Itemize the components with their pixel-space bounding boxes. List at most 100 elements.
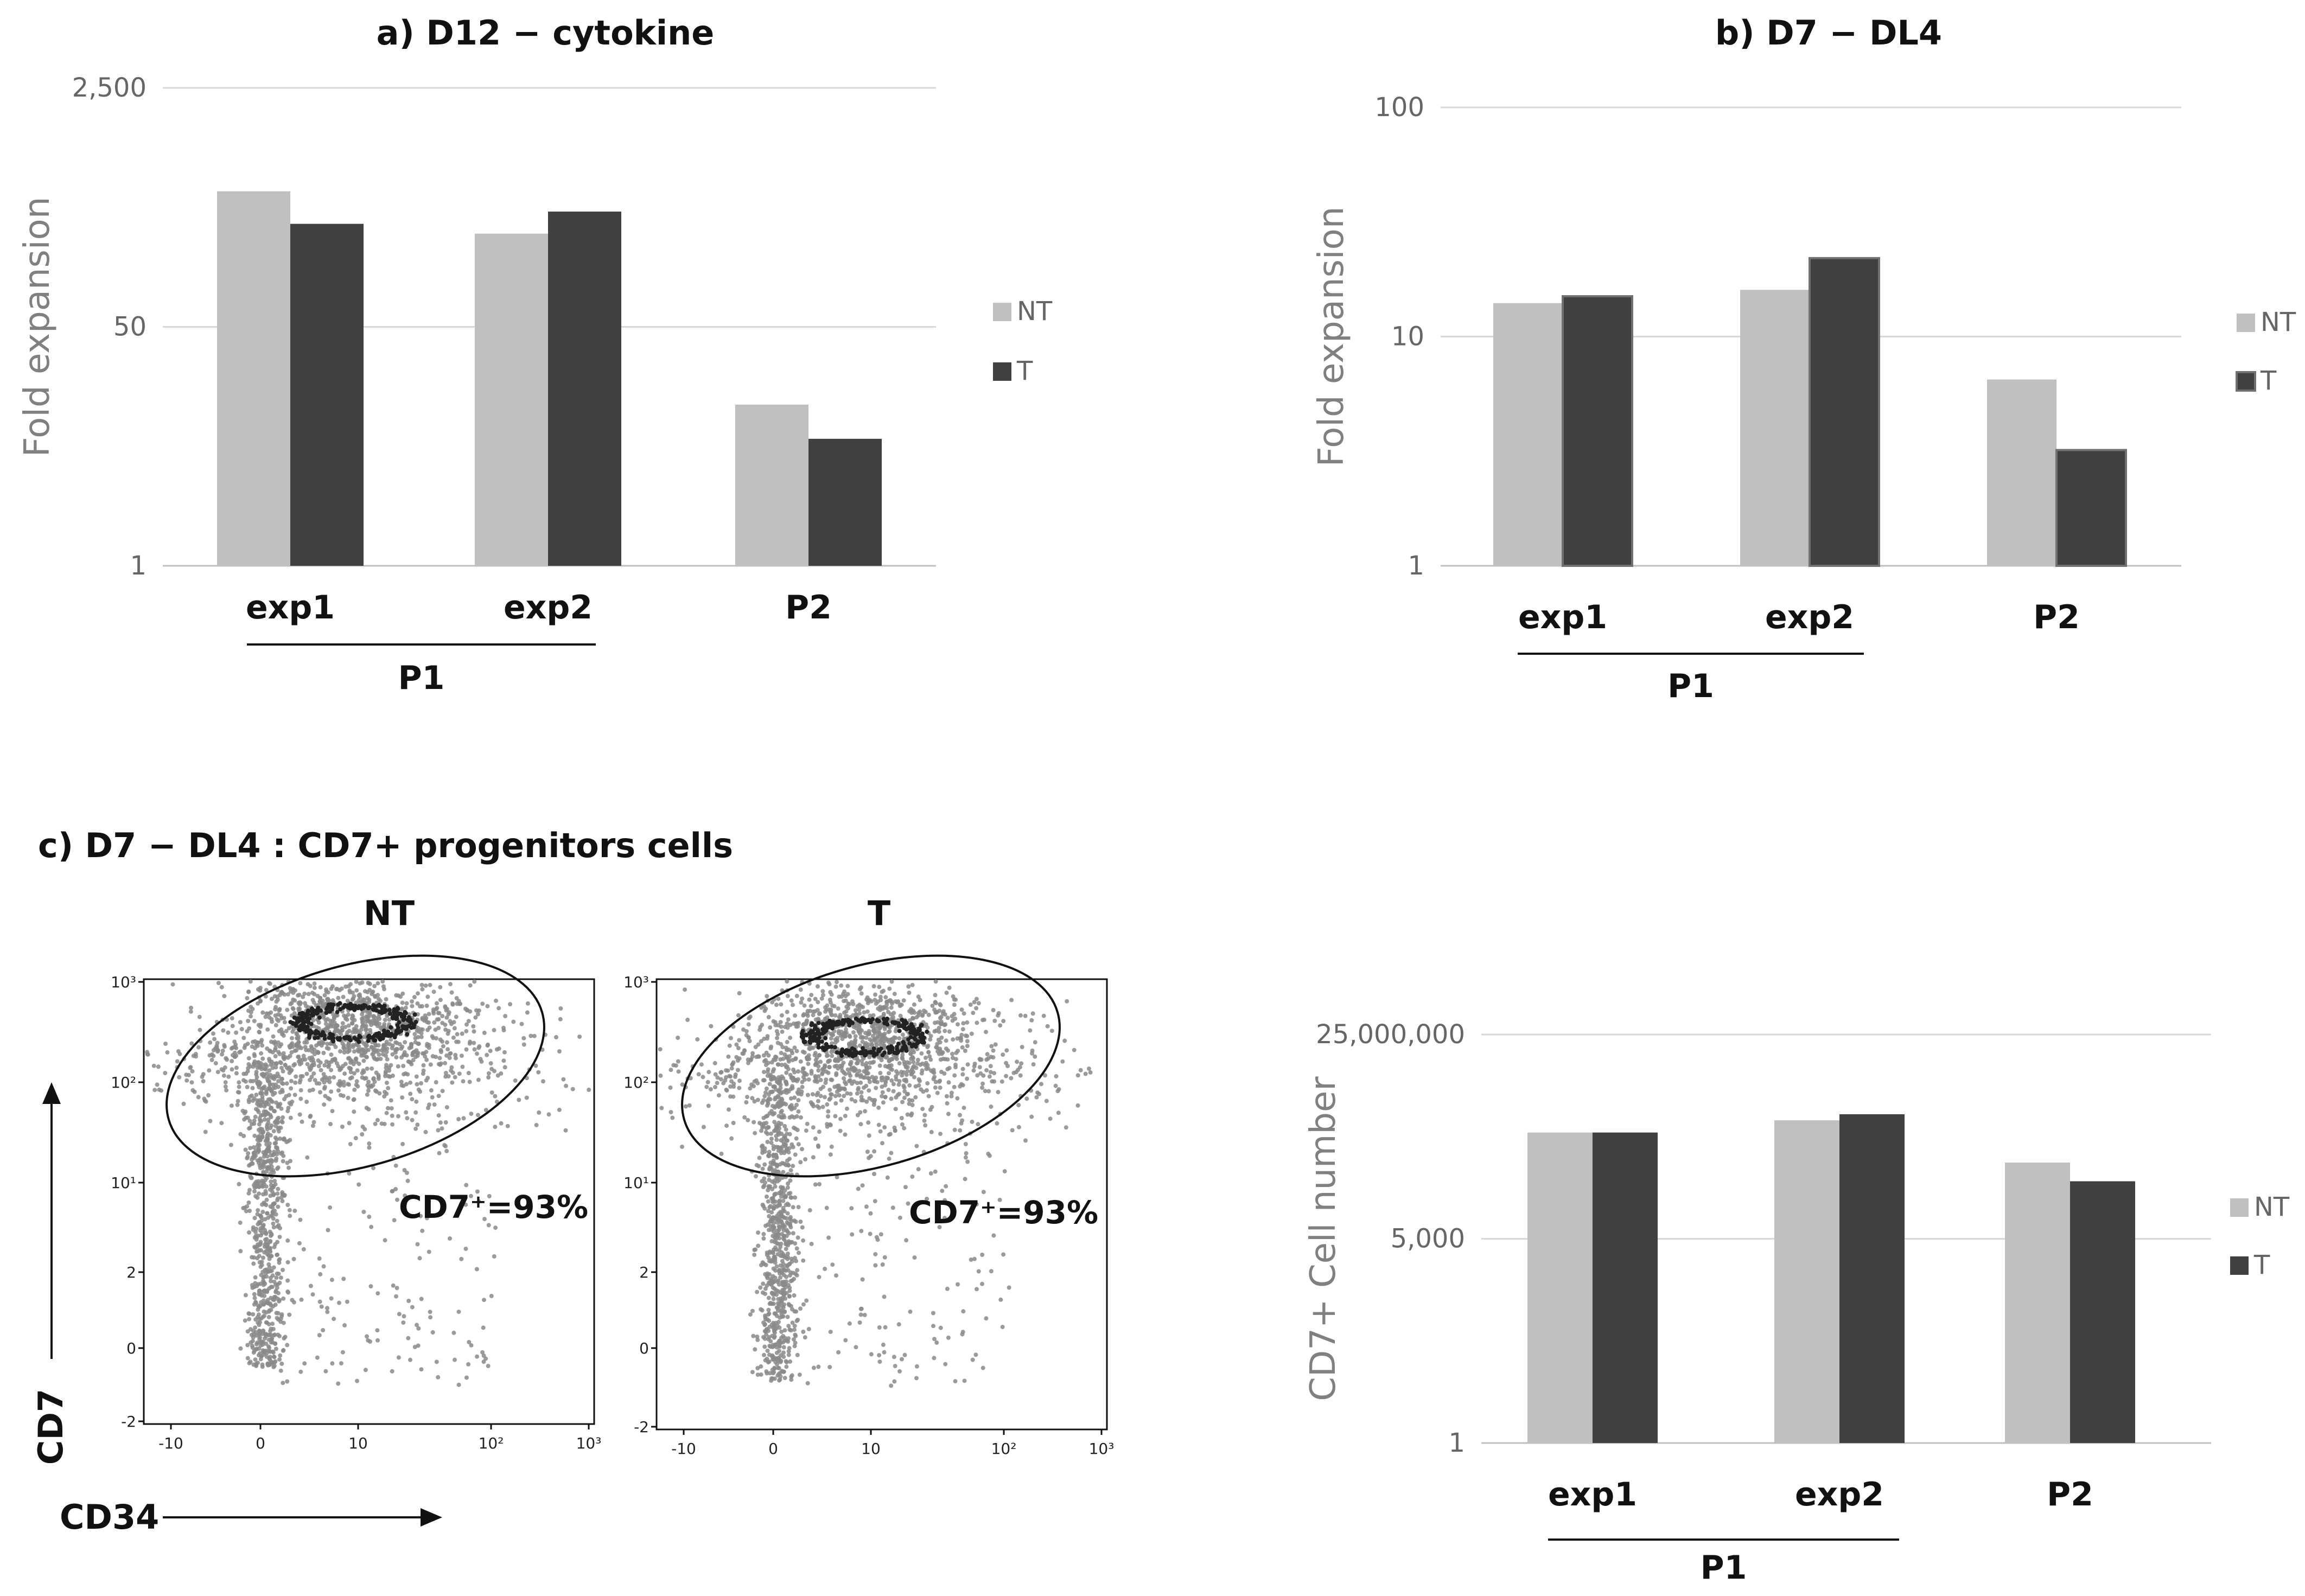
- flow-event-dot: [843, 1338, 848, 1343]
- flow-event-dot: [1072, 1048, 1077, 1052]
- flow-event-dot: [726, 1054, 731, 1059]
- flow-event-dot: [347, 1121, 352, 1126]
- flow-density-dot: [330, 1037, 335, 1042]
- flow-event-dot: [232, 1050, 237, 1055]
- flow-event-dot: [813, 1182, 818, 1187]
- flow-event-dot: [762, 1162, 767, 1167]
- flow-event-dot: [724, 1068, 728, 1073]
- flow-event-dot: [928, 1057, 933, 1062]
- flow-event-dot: [765, 1276, 770, 1280]
- flow-event-dot: [876, 1122, 881, 1127]
- flow-event-dot: [191, 1054, 196, 1058]
- flow-event-dot: [461, 1116, 466, 1121]
- flow-event-dot: [947, 985, 952, 990]
- flow-event-dot: [896, 999, 901, 1004]
- chart-a-y-tick-label: 1: [130, 551, 147, 581]
- flow-event-dot: [795, 1352, 800, 1357]
- flow-event-dot: [343, 1025, 348, 1030]
- flow-event-dot: [249, 1010, 253, 1014]
- flow-plot-t-frame: [655, 978, 1108, 1431]
- flow-event-dot: [961, 1309, 966, 1314]
- flow-event-dot: [170, 982, 175, 987]
- flow-event-dot: [417, 1256, 422, 1261]
- flow-event-dot: [769, 1137, 774, 1141]
- flow-event-dot: [230, 1016, 234, 1021]
- flow-event-dot: [933, 979, 938, 984]
- flow-event-dot: [352, 1018, 357, 1023]
- flow-event-dot: [867, 1055, 872, 1059]
- flow-event-dot: [266, 1314, 271, 1319]
- flow-event-dot: [894, 1095, 899, 1100]
- chart-b-bar-nt-exp1: [1493, 303, 1563, 566]
- chart-a-category-label: P2: [785, 589, 832, 627]
- flow-event-dot: [776, 1340, 781, 1345]
- flow-event-dot: [915, 1057, 920, 1062]
- flow-event-dot: [347, 1171, 352, 1176]
- flow-event-dot: [873, 1263, 878, 1268]
- flow-event-dot: [863, 1041, 868, 1045]
- flow-event-dot: [861, 1035, 865, 1040]
- flow-event-dot: [762, 1176, 767, 1181]
- flow-density-dot: [387, 1011, 392, 1016]
- flow-event-dot: [301, 1247, 306, 1252]
- flow-event-dot: [798, 987, 803, 992]
- flow-event-dot: [188, 1065, 193, 1070]
- flow-event-dot: [278, 1368, 283, 1373]
- flow-event-dot: [271, 1129, 276, 1134]
- flow-event-dot: [253, 1325, 258, 1330]
- flow-event-dot: [867, 1065, 872, 1070]
- flow-event-dot: [258, 988, 263, 993]
- flow-event-dot: [704, 1084, 709, 1089]
- flow-event-dot: [761, 1281, 766, 1286]
- flow-event-dot: [277, 1029, 282, 1033]
- flow-event-dot: [189, 1080, 194, 1085]
- flow-event-dot: [383, 1074, 387, 1078]
- flow-event-dot: [785, 1252, 790, 1256]
- chart-b-bar-nt-exp2: [1740, 290, 1810, 566]
- flow-event-dot: [778, 1057, 783, 1062]
- flow-event-dot: [973, 1352, 978, 1357]
- flow-event-dot: [476, 1113, 480, 1118]
- flow-event-dot: [396, 1355, 401, 1360]
- flow-event-dot: [935, 1045, 939, 1050]
- flow-event-dot: [481, 1325, 486, 1330]
- flow-event-dot: [243, 1318, 247, 1323]
- flow-event-dot: [385, 1046, 390, 1051]
- flow-event-dot: [916, 1011, 921, 1016]
- flow-event-dot: [883, 1064, 888, 1069]
- flow-event-dot: [836, 1029, 841, 1033]
- flow-event-dot: [273, 1141, 278, 1146]
- flow-event-dot: [769, 1131, 774, 1136]
- flow-event-dot: [906, 1201, 910, 1206]
- flow-event-dot: [992, 1071, 997, 1076]
- flow-event-dot: [437, 1011, 442, 1016]
- flow-event-dot: [390, 1046, 394, 1051]
- flow-event-dot: [412, 995, 417, 1000]
- flow-event-dot: [877, 1359, 882, 1364]
- flow-event-dot: [419, 1035, 424, 1039]
- flow-event-dot: [361, 1068, 366, 1073]
- flow-event-dot: [393, 1163, 398, 1168]
- chart-b-legend-label-nt: NT: [2261, 307, 2296, 337]
- flow-event-dot: [430, 1095, 435, 1100]
- flow-event-dot: [271, 1061, 276, 1066]
- flow-event-dot: [252, 1216, 257, 1221]
- flow-event-dot: [816, 984, 820, 989]
- flow-event-dot: [767, 1205, 772, 1210]
- flow-event-dot: [864, 997, 869, 1002]
- flow-event-dot: [276, 1079, 281, 1083]
- flow-event-dot: [784, 1268, 788, 1273]
- flow-event-dot: [784, 1279, 789, 1284]
- flow-event-dot: [855, 1081, 859, 1086]
- flow-event-dot: [907, 1083, 912, 1088]
- flow-event-dot: [823, 1267, 827, 1271]
- flow-event-dot: [366, 1107, 371, 1112]
- flow-event-dot: [323, 1369, 328, 1374]
- flow-event-dot: [683, 987, 687, 992]
- flow-event-dot: [456, 1117, 461, 1121]
- flow-event-dot: [163, 1042, 168, 1046]
- flow-event-dot: [837, 1093, 842, 1098]
- flow-event-dot: [812, 1053, 817, 1057]
- flow-event-dot: [975, 1073, 980, 1078]
- flow-event-dot: [772, 1254, 777, 1259]
